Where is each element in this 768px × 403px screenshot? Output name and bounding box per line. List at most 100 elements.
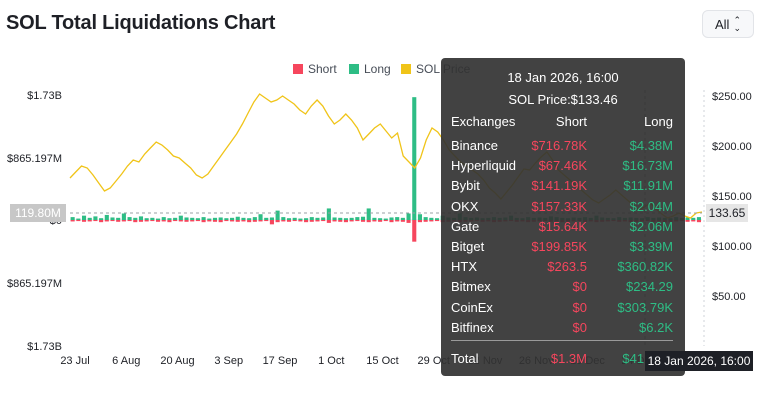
tooltip-long-cell: $360.82K: [617, 259, 673, 275]
tooltip-long-cell: $2.04M: [629, 198, 673, 214]
tooltip-long-cell: $303.79K: [617, 299, 673, 315]
long-bar: [195, 218, 200, 220]
short-bar: [218, 220, 223, 223]
legend-swatch: [349, 64, 359, 74]
short-bar: [372, 220, 377, 222]
tooltip-exchange-cell: HTX: [451, 259, 477, 275]
tooltip-short-cell: $141.19K: [531, 178, 587, 194]
short-bar: [116, 220, 121, 222]
long-bar: [184, 217, 189, 220]
y-left-tick-label: $1.73B: [27, 341, 62, 353]
short-bar: [309, 220, 314, 222]
long-bar: [412, 97, 417, 220]
tooltip-short-cell: $67.46K: [538, 158, 587, 174]
short-bar: [70, 220, 75, 222]
short-bar: [167, 220, 172, 223]
long-bar: [144, 218, 149, 220]
tooltip-short-cell: $0: [572, 279, 587, 295]
y-left-tick-label: $1.73B: [27, 90, 62, 102]
x-tick-label: 6 Aug: [112, 355, 140, 367]
short-bar: [395, 220, 400, 222]
long-bar: [423, 217, 428, 220]
short-bar: [389, 220, 394, 223]
long-bar: [116, 217, 121, 220]
long-bar: [190, 217, 195, 220]
short-bar: [156, 220, 161, 222]
tooltip-long-cell: $4.38M: [629, 138, 673, 153]
long-bar: [104, 214, 109, 220]
short-bar: [434, 220, 440, 222]
short-bar: [121, 220, 126, 222]
short-bar: [230, 220, 235, 222]
short-bar: [178, 220, 183, 222]
long-bar: [110, 217, 115, 220]
short-bar: [207, 220, 212, 222]
long-bar: [343, 218, 348, 220]
long-bar: [383, 218, 388, 220]
exchange-filter-value: All: [715, 16, 730, 32]
long-bar: [173, 217, 178, 220]
x-tick-label: 23 Jul: [60, 355, 89, 367]
long-bar: [212, 217, 218, 220]
short-bar: [378, 220, 383, 222]
long-bar: [332, 217, 337, 220]
short-bar: [349, 220, 354, 222]
short-bar: [326, 220, 331, 223]
tooltip-exchange-cell: Bitmex: [451, 279, 491, 295]
x-tick-label: 17 Sep: [263, 355, 298, 367]
short-bar: [292, 220, 297, 222]
long-bar: [178, 215, 183, 220]
long-bar: [264, 217, 269, 220]
tooltip-row: Hyperliquid $67.46K $16.73M: [451, 158, 673, 176]
short-bar: [258, 220, 263, 222]
short-bar: [110, 220, 115, 222]
exchange-filter-select[interactable]: All ⌃ ⌄: [702, 10, 754, 38]
tooltip-short-cell: $716.78K: [531, 138, 587, 153]
long-bar: [99, 218, 104, 220]
short-bar: [184, 220, 189, 222]
long-bar: [224, 218, 229, 220]
short-bar: [696, 220, 701, 223]
short-bar: [264, 220, 269, 222]
tooltip-exchange-cell: Gate: [451, 218, 480, 234]
x-tick-label: 1 Oct: [318, 355, 344, 367]
long-bar: [378, 218, 383, 220]
short-bar: [224, 220, 229, 222]
long-bar: [304, 218, 309, 220]
long-bar: [309, 217, 314, 220]
short-bar: [343, 220, 348, 223]
short-bar: [161, 220, 166, 222]
y-left-tick-label: $865.197M: [7, 153, 62, 165]
tooltip-short-cell: $199.85K: [531, 239, 587, 254]
tooltip-header-row: Exchanges Short Long: [451, 114, 673, 132]
long-bar: [281, 217, 286, 220]
long-bar: [275, 210, 280, 220]
x-tick-label: 15 Oct: [366, 355, 398, 367]
short-bar: [332, 220, 337, 222]
short-bar: [406, 220, 411, 223]
long-bar: [138, 216, 144, 220]
short-bar: [99, 220, 104, 223]
long-bar: [161, 217, 166, 220]
short-bar: [275, 220, 280, 223]
long-bar: [167, 218, 172, 220]
long-bar: [685, 217, 690, 220]
short-bar: [93, 220, 98, 222]
chart-tooltip: 18 Jan 2026, 16:00 SOL Price:$133.46 Exc…: [441, 58, 685, 376]
long-bar: [434, 218, 440, 220]
tooltip-row: Binance $716.78K $4.38M: [451, 138, 673, 156]
long-bar: [252, 217, 257, 220]
short-bar: [235, 220, 240, 222]
tooltip-header-exchanges: Exchanges: [451, 114, 516, 129]
tooltip-short-cell: $15.64K: [538, 218, 587, 234]
short-bar: [201, 220, 206, 223]
x-tick-label: 20 Aug: [160, 355, 194, 367]
short-bar: [247, 220, 252, 223]
legend-swatch: [293, 64, 303, 74]
short-bar: [252, 220, 257, 222]
long-bar: [355, 217, 360, 220]
short-bar: [383, 220, 388, 222]
long-bar: [76, 218, 81, 220]
short-bar: [429, 220, 434, 222]
tooltip-long-cell: $3.39M: [629, 239, 673, 254]
